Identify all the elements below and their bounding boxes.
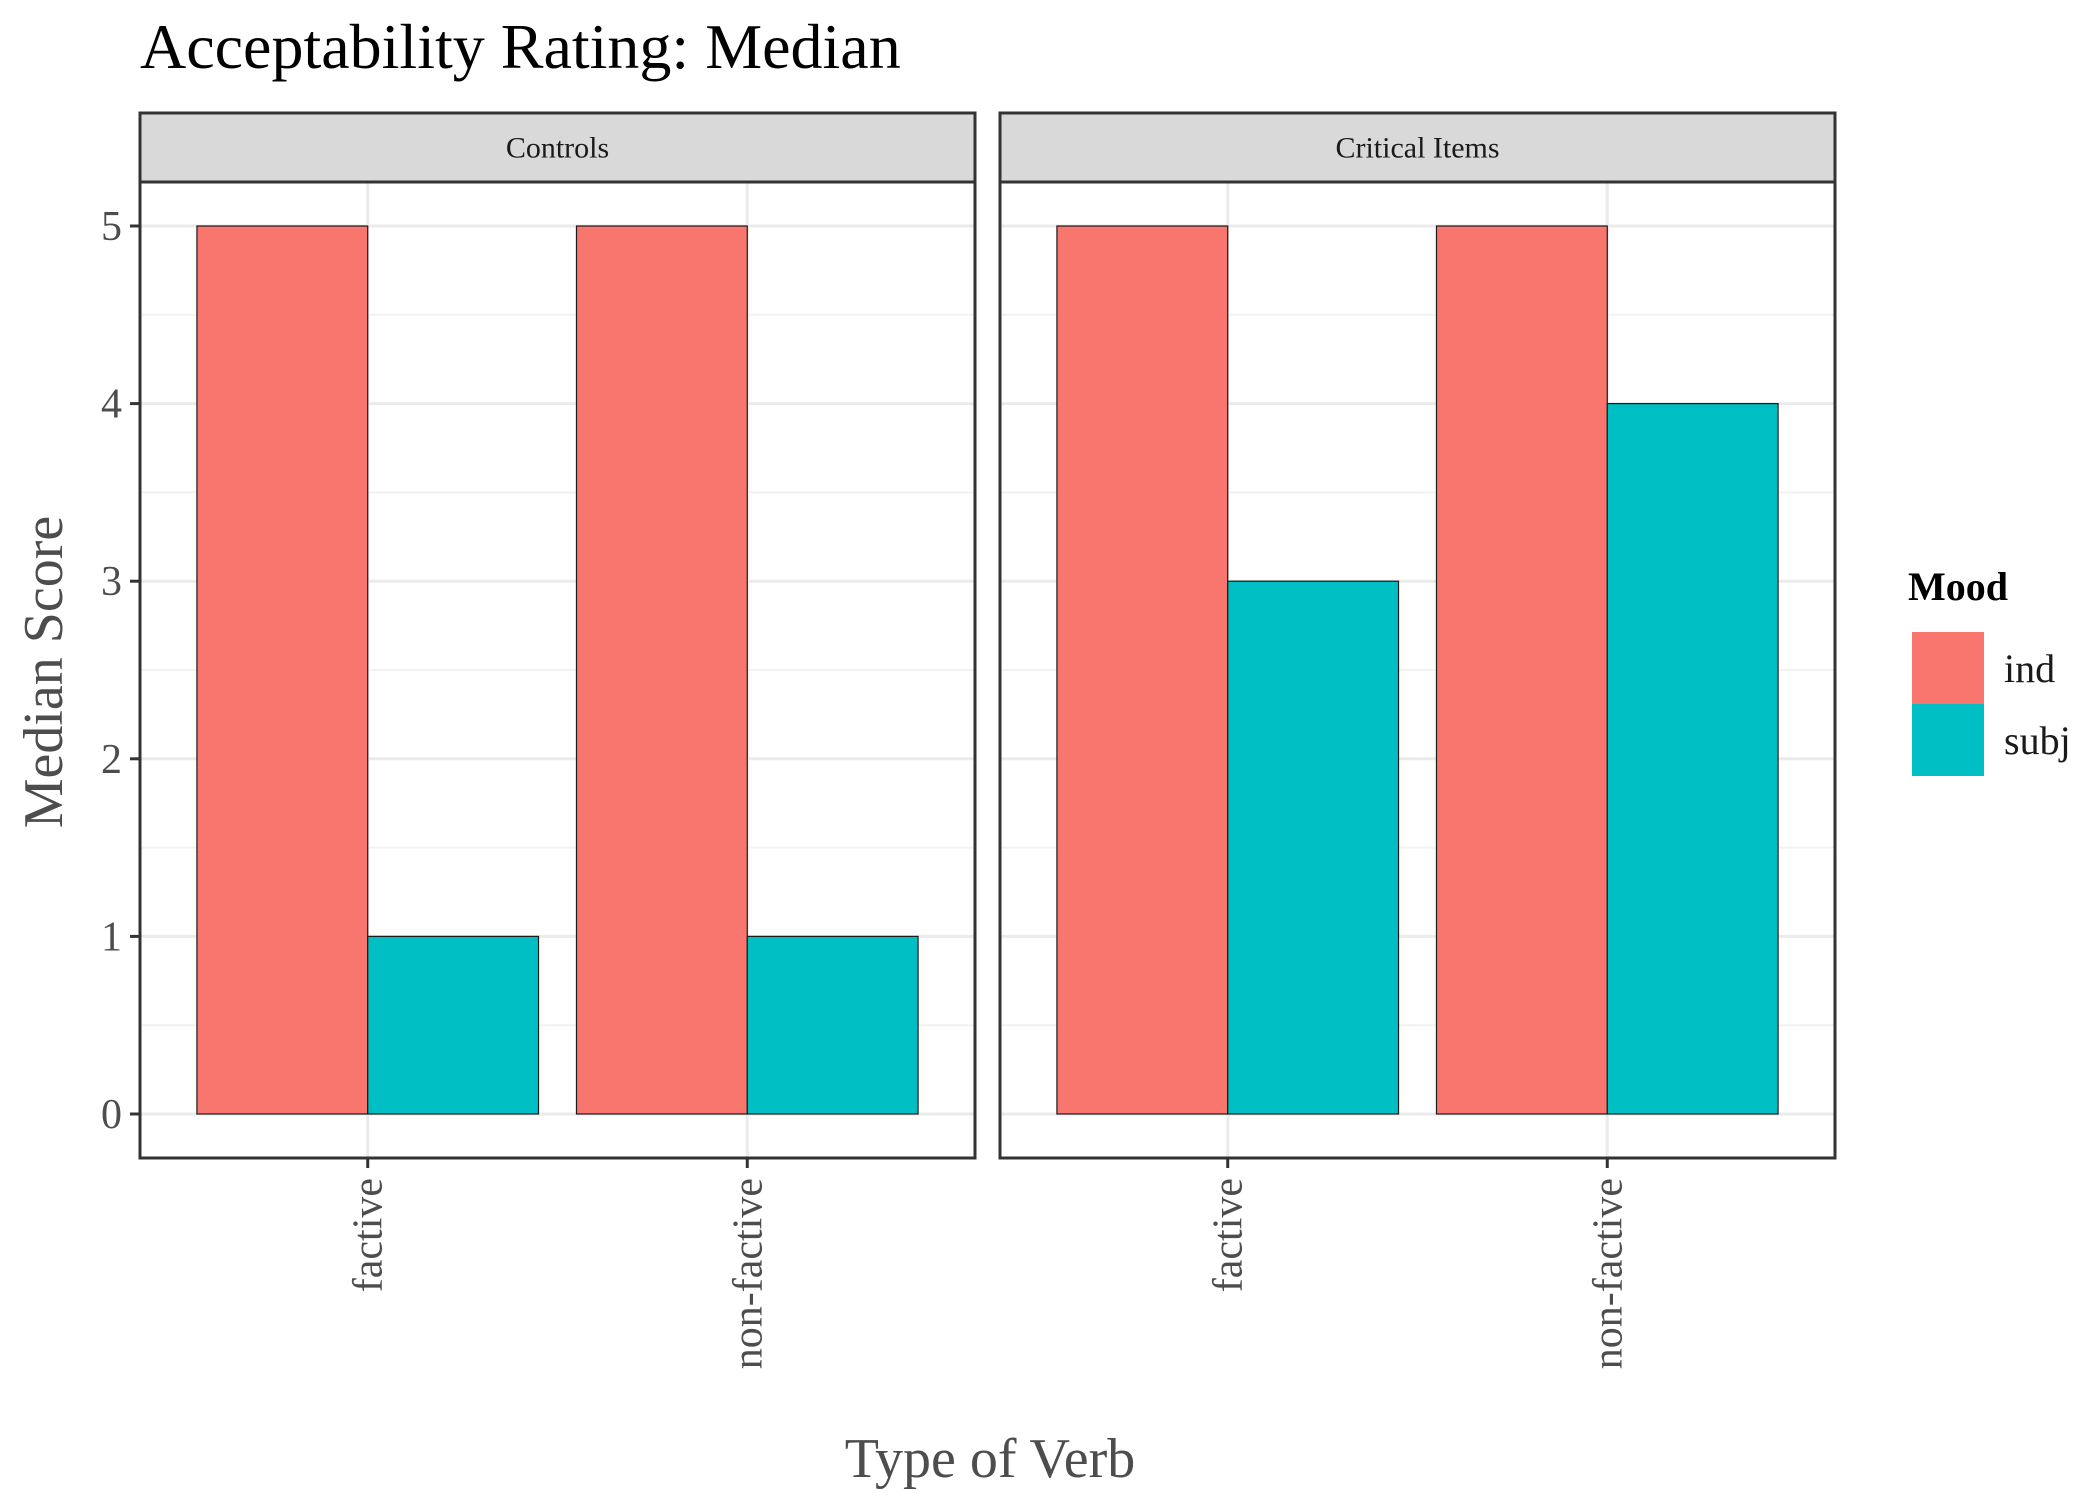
legend-label-ind: ind [2004, 646, 2055, 691]
y-tick-label: 4 [101, 382, 122, 428]
legend-title: Mood [1908, 564, 2008, 609]
y-tick-label: 3 [101, 559, 122, 605]
facet-strip [998, 111, 1837, 184]
bar-ind-factive [1056, 225, 1229, 1115]
facet-strip-label: Controls [506, 132, 609, 165]
facet-strip [138, 111, 977, 184]
legend-key-ind [1912, 632, 1984, 704]
bar-subj-factive [367, 935, 540, 1115]
panels: factive non-factive Controls 0 1 2 3 4 5 factive n… [101, 111, 1837, 1369]
facet-strip-label: Critical Items [1335, 132, 1499, 165]
x-tick-label: factive [1206, 1178, 1252, 1292]
legend-label-subj: subj [2004, 718, 2071, 763]
y-tick-label: 5 [101, 204, 122, 250]
x-axis-title: Type of Verb [845, 1428, 1136, 1490]
legend-key-subj [1912, 704, 1984, 776]
y-axis-title: Median Score [13, 516, 75, 829]
y-tick-label: 2 [101, 737, 122, 783]
chart-title: Acceptability Rating: Median [140, 11, 901, 82]
bar-ind-non-factive [575, 225, 748, 1115]
x-tick-label: factive [346, 1178, 392, 1292]
x-tick-label: non-factive [1585, 1178, 1631, 1369]
y-tick-label: 0 [101, 1092, 122, 1138]
bar-subj-non-factive [1606, 403, 1779, 1115]
bar-ind-non-factive [1435, 225, 1608, 1115]
bar-ind-factive [196, 225, 369, 1115]
panel-critical-items: factive non-factive Critical Items [998, 111, 1837, 1369]
legend: Mood ind subj [1908, 564, 2071, 776]
x-tick-label: non-factive [725, 1178, 771, 1369]
bar-subj-non-factive [746, 935, 919, 1115]
bar-subj-factive [1227, 580, 1400, 1115]
y-tick-label: 1 [101, 914, 122, 960]
panel-controls: factive non-factive Controls 0 1 2 3 4 5 [101, 111, 977, 1369]
